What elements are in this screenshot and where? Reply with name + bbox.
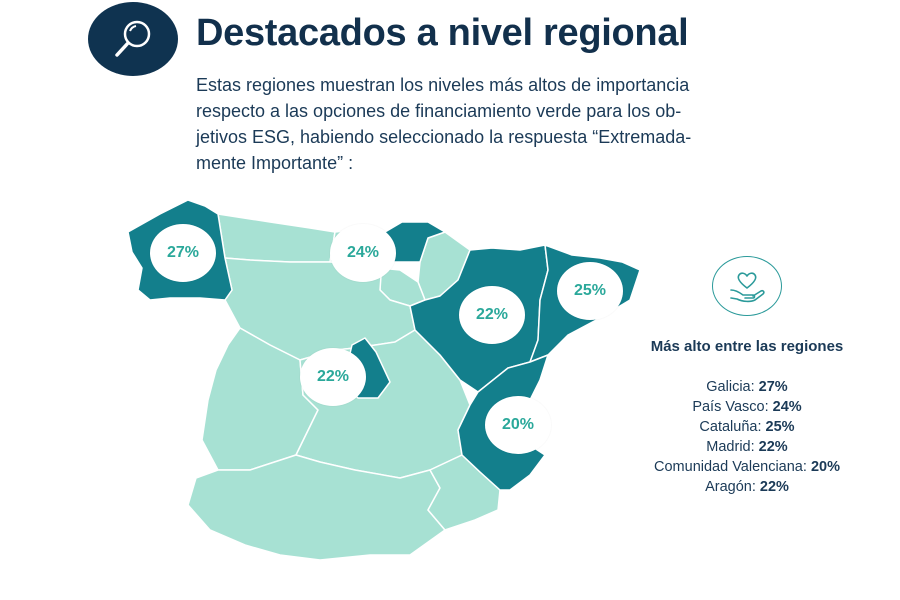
summary-value: 22% [759, 479, 789, 495]
summary-region: Madrid: [706, 439, 755, 455]
percent-label: 24% [346, 244, 380, 261]
summary-value: 22% [758, 439, 788, 455]
summary-title: Más alto entre las regiones [650, 338, 844, 355]
summary-item: Madrid: 22% [640, 437, 854, 457]
bubble-aragon: 22% [459, 286, 525, 344]
bubble-cataluna: 25% [557, 262, 623, 320]
percent-label: 25% [573, 282, 607, 299]
magnifier-icon-badge [88, 2, 178, 76]
summary-item: Comunidad Valenciana: 20% [640, 457, 854, 477]
summary-item: Galicia: 27% [640, 377, 854, 397]
summary-region: País Vasco: [692, 399, 769, 415]
summary-value: 24% [772, 399, 802, 415]
summary-list: Galicia: 27% País Vasco: 24% Cataluña: 2… [640, 377, 854, 497]
heart-hand-icon [730, 272, 765, 303]
percent-label: 20% [501, 416, 535, 433]
page-title: Destacados a nivel regional [196, 12, 689, 54]
summary-item: Cataluña: 25% [640, 417, 854, 437]
subtitle-line: mente Importante” : [196, 153, 354, 173]
bubble-galicia: 27% [150, 224, 216, 282]
summary-value: 27% [758, 379, 788, 395]
bubble-pais-vasco: 24% [330, 224, 396, 282]
summary-item: País Vasco: 24% [640, 397, 854, 417]
percent-label: 22% [316, 368, 350, 385]
summary-region: Comunidad Valenciana: [654, 459, 807, 475]
summary-value: 20% [810, 459, 840, 475]
percent-label: 22% [475, 306, 509, 323]
region-asturias [217, 213, 336, 263]
subtitle-line: respecto a las opciones de financiamient… [196, 101, 682, 121]
magnifier-icon [115, 20, 151, 57]
bubble-madrid: 22% [300, 348, 366, 406]
summary-value: 25% [765, 419, 795, 435]
regions-summary: Más alto entre las regiones Galicia: 27%… [640, 250, 854, 497]
subtitle-line: Estas regiones muestran los niveles más … [196, 75, 690, 95]
summary-region: Galicia: [706, 379, 755, 395]
subtitle-line: jetivos ESG, habiendo seleccionado la re… [196, 127, 692, 147]
summary-region: Cataluña: [699, 419, 762, 435]
heart-hand-icon-badge [712, 256, 782, 316]
summary-region: Aragón: [705, 479, 756, 495]
percent-label: 27% [166, 244, 200, 261]
summary-item: Aragón: 22% [640, 477, 854, 497]
page-subtitle: Estas regiones muestran los niveles más … [196, 72, 756, 176]
bubble-comunidad-valenciana: 20% [485, 396, 551, 454]
